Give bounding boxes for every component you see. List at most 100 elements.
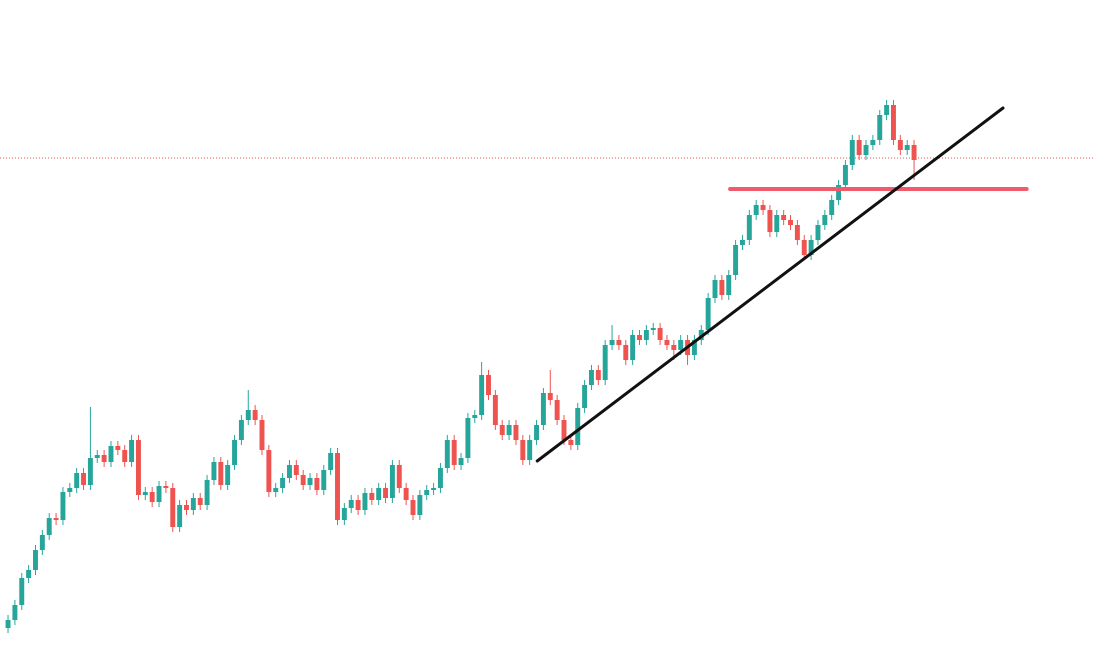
candle-body bbox=[307, 478, 313, 485]
candle-body bbox=[643, 330, 649, 340]
candle-body bbox=[348, 500, 354, 508]
candle-body bbox=[81, 473, 87, 485]
candle-body bbox=[815, 225, 821, 240]
candle-body bbox=[582, 385, 588, 408]
candle-body bbox=[781, 215, 787, 220]
candle-body bbox=[465, 418, 471, 458]
candle-body bbox=[177, 505, 183, 527]
candle-body bbox=[74, 473, 80, 488]
candle-body bbox=[444, 440, 450, 468]
candle-body bbox=[897, 140, 903, 150]
candle-body bbox=[877, 115, 883, 140]
candle-body bbox=[33, 550, 38, 570]
candle-body bbox=[46, 518, 52, 535]
candle-body bbox=[424, 490, 430, 495]
candle-body bbox=[458, 458, 464, 465]
candle-body bbox=[911, 145, 917, 160]
candle-body bbox=[12, 605, 18, 620]
candle-body bbox=[486, 375, 491, 395]
candle-body bbox=[575, 408, 581, 445]
candle-body bbox=[314, 478, 320, 490]
candle-body bbox=[232, 440, 238, 465]
candle-body bbox=[767, 210, 773, 232]
candle-body bbox=[225, 465, 231, 485]
candle-body bbox=[739, 240, 745, 245]
candle-body bbox=[657, 328, 663, 340]
candle-body bbox=[527, 440, 533, 460]
candle-body bbox=[760, 205, 766, 210]
candle-body bbox=[286, 465, 292, 478]
candle-body bbox=[451, 440, 457, 465]
candle-body bbox=[245, 410, 251, 420]
trendline bbox=[535, 106, 1005, 463]
candle-body bbox=[568, 440, 574, 445]
candle-body bbox=[678, 340, 684, 350]
candle-body bbox=[142, 492, 148, 495]
candle-body bbox=[602, 345, 608, 380]
candle-body bbox=[623, 345, 629, 360]
candle-body bbox=[671, 345, 677, 350]
candle-body bbox=[300, 475, 306, 485]
candle-body bbox=[437, 468, 443, 488]
candle-body bbox=[218, 462, 224, 485]
candle-body bbox=[190, 498, 196, 510]
candle-body bbox=[904, 145, 910, 150]
candle-body bbox=[252, 410, 258, 420]
candle-body bbox=[705, 298, 711, 330]
candle-body bbox=[259, 420, 265, 450]
candle-body bbox=[211, 462, 217, 480]
candle-body bbox=[87, 458, 93, 485]
candle-body bbox=[719, 280, 725, 295]
candle-body bbox=[664, 340, 670, 345]
candle-body bbox=[376, 488, 382, 500]
candle-body bbox=[94, 455, 100, 458]
candle-body bbox=[534, 425, 540, 440]
candle-body bbox=[389, 465, 395, 498]
candle-body bbox=[5, 620, 11, 628]
candle-body bbox=[273, 488, 279, 492]
candle-body bbox=[369, 493, 375, 500]
candle-body bbox=[863, 145, 869, 155]
candle-body bbox=[808, 240, 814, 255]
candle-body bbox=[396, 465, 402, 488]
candle-body bbox=[801, 240, 807, 255]
candle-body bbox=[540, 393, 546, 425]
candle-body bbox=[588, 370, 594, 385]
candle-body bbox=[630, 335, 636, 360]
candle-body bbox=[609, 340, 615, 345]
candle-body bbox=[726, 275, 732, 295]
candle-body bbox=[417, 495, 423, 515]
candle-body bbox=[637, 335, 642, 340]
candle-body bbox=[163, 486, 169, 488]
candle-body bbox=[431, 488, 437, 490]
candle-body bbox=[842, 165, 848, 185]
candle-body bbox=[650, 328, 656, 330]
candle-body bbox=[822, 215, 828, 225]
candle-body bbox=[170, 488, 176, 527]
candle-body bbox=[293, 465, 299, 475]
candle-body bbox=[479, 375, 485, 415]
candle-body bbox=[506, 425, 512, 435]
candle-body bbox=[335, 453, 340, 520]
candle-body bbox=[321, 470, 327, 490]
candle-body bbox=[554, 400, 560, 420]
candle-body bbox=[101, 455, 107, 462]
candle-body bbox=[280, 478, 286, 488]
candle-body bbox=[788, 220, 793, 225]
candle-body bbox=[19, 578, 25, 605]
candle-body bbox=[383, 488, 389, 498]
candle-body bbox=[266, 450, 272, 492]
candle-body bbox=[733, 245, 739, 275]
candle-body bbox=[403, 488, 409, 500]
candle-body bbox=[204, 480, 210, 505]
candle-body bbox=[472, 415, 478, 418]
candle-body bbox=[753, 205, 759, 215]
candle-body bbox=[135, 440, 141, 495]
candle-body bbox=[616, 340, 622, 345]
candle-body bbox=[890, 105, 896, 140]
candle-body bbox=[122, 450, 128, 462]
candle-body bbox=[884, 105, 890, 115]
candle-body bbox=[829, 200, 835, 215]
candle-body bbox=[53, 518, 59, 520]
